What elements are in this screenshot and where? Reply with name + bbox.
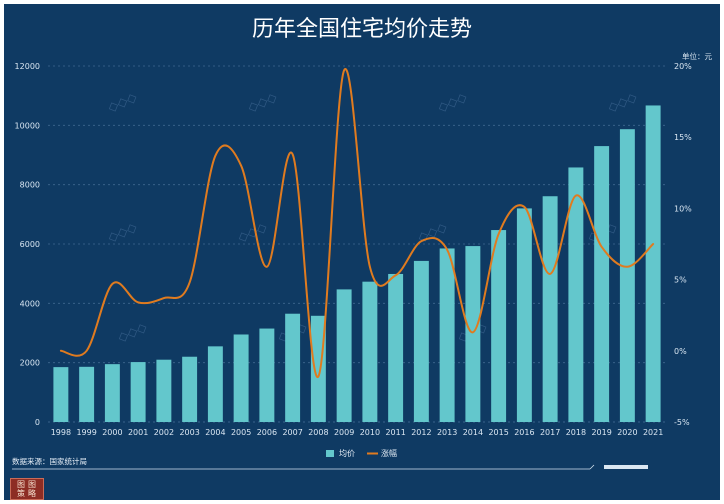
watermark-mark: ◇◇◇ <box>436 90 470 116</box>
x-tick-label: 2003 <box>179 428 199 437</box>
bar <box>568 167 584 422</box>
y-right-tick-label: 0% <box>674 347 687 356</box>
bar <box>465 246 481 422</box>
bar <box>233 334 249 422</box>
chart-title: 历年全国住宅均价走势 <box>252 17 472 42</box>
legend-line-label: 涨幅 <box>381 448 397 458</box>
y-left-tick-label: 10000 <box>15 121 40 130</box>
bar <box>645 105 661 422</box>
seal-stamp: 图 图 策 略 <box>10 478 44 500</box>
y-left-tick-label: 4000 <box>20 299 40 308</box>
x-tick-label: 2010 <box>360 428 380 437</box>
source-label: 数据来源：国家统计局 <box>12 456 87 466</box>
bar <box>336 289 352 422</box>
bottom-decoration <box>604 465 648 469</box>
bar <box>594 146 610 422</box>
source-divider-end <box>589 464 595 470</box>
bar <box>130 362 146 422</box>
x-tick-label: 2019 <box>591 428 611 437</box>
legend-bar-label: 均价 <box>339 448 355 458</box>
bar <box>182 356 198 422</box>
bar <box>104 364 120 422</box>
y-left-tick-label: 0 <box>35 418 40 427</box>
bar <box>491 230 507 422</box>
right-axis: -5% 0% 5% 10% 15% 20% <box>674 62 692 427</box>
bar <box>259 328 275 422</box>
x-tick-label: 2009 <box>334 428 354 437</box>
y-right-tick-label: -5% <box>674 418 690 427</box>
x-tick-label: 1998 <box>51 428 71 437</box>
x-tick-label: 2012 <box>411 428 431 437</box>
y-right-tick-label: 10% <box>674 204 692 213</box>
gridlines <box>48 65 666 423</box>
x-tick-label: 2001 <box>128 428 148 437</box>
bar <box>439 248 455 422</box>
x-tick-label: 1999 <box>76 428 96 437</box>
x-tick-label: 2020 <box>617 428 637 437</box>
y-left-tick-label: 8000 <box>20 181 40 190</box>
watermark-mark: ◇◇◇ <box>246 90 280 116</box>
x-tick-label: 2017 <box>540 428 560 437</box>
y-left-tick-label: 6000 <box>20 240 40 249</box>
x-tick-label: 2007 <box>282 428 302 437</box>
chart-frame: ◇◇◇◇◇◇◇◇◇◇◇◇◇◇◇◇◇◇◇◇◇◇◇◇◇◇◇◇◇◇◇◇◇ 020004… <box>4 4 720 500</box>
growth-line <box>59 68 655 378</box>
watermark-mark: ◇◇◇ <box>116 320 150 346</box>
bar <box>53 367 69 422</box>
bar <box>388 273 404 422</box>
watermark-mark: ◇◇◇ <box>106 90 140 116</box>
x-tick-label: 2014 <box>463 428 483 437</box>
bar-series <box>53 105 661 422</box>
bar <box>413 260 429 422</box>
bar <box>619 129 635 422</box>
bar <box>362 281 378 422</box>
watermark-mark: ◇◇◇ <box>106 220 140 246</box>
bar <box>207 346 223 422</box>
bar <box>516 208 532 422</box>
y-left-tick-label: 2000 <box>20 359 40 368</box>
x-tick-label: 2000 <box>102 428 122 437</box>
x-tick-label: 2008 <box>308 428 328 437</box>
chart-canvas: ◇◇◇◇◇◇◇◇◇◇◇◇◇◇◇◇◇◇◇◇◇◇◇◇◇◇◇◇◇◇◇◇◇ 020004… <box>12 17 712 470</box>
x-tick-label: 2018 <box>566 428 586 437</box>
x-tick-label: 2013 <box>437 428 457 437</box>
x-tick-label: 2006 <box>257 428 277 437</box>
watermark-mark: ◇◇◇ <box>606 90 640 116</box>
legend: 均价 涨幅 <box>326 448 397 458</box>
unit-label: 单位：元 <box>682 51 712 61</box>
bar <box>310 315 326 422</box>
x-tick-label: 2004 <box>205 428 225 437</box>
bar <box>542 196 558 422</box>
y-right-tick-label: 15% <box>674 133 692 142</box>
y-right-tick-label: 5% <box>674 276 687 285</box>
x-tick-label: 2011 <box>385 428 405 437</box>
x-tick-label: 2021 <box>643 428 663 437</box>
bar <box>156 359 172 422</box>
watermark-mark: ◇◇◇ <box>236 220 270 246</box>
x-tick-label: 2002 <box>154 428 174 437</box>
left-axis: 0 2000 4000 6000 8000 10000 12000 <box>15 62 40 427</box>
y-left-tick-label: 12000 <box>15 62 40 71</box>
y-right-tick-label: 20% <box>674 62 692 71</box>
x-tick-label: 2005 <box>231 428 251 437</box>
x-tick-label: 2015 <box>488 428 508 437</box>
bar <box>285 313 301 422</box>
legend-bar-swatch <box>326 450 334 457</box>
x-tick-label: 2016 <box>514 428 534 437</box>
x-axis: 1998 1999 2000 2001 2002 2003 2004 2005 2006 2007… <box>51 428 664 437</box>
bar <box>79 366 95 422</box>
